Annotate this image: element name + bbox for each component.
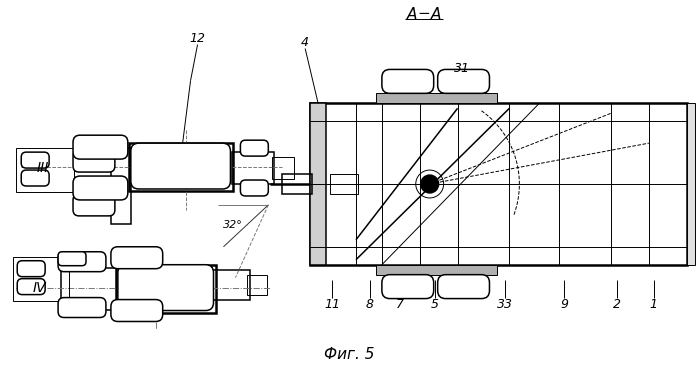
FancyBboxPatch shape [58,252,106,272]
FancyBboxPatch shape [438,70,489,93]
Text: 11: 11 [324,298,340,311]
Text: 7: 7 [396,298,404,311]
Circle shape [421,175,438,193]
FancyBboxPatch shape [382,275,433,299]
FancyBboxPatch shape [73,194,115,216]
Bar [330,174,358,194]
FancyBboxPatch shape [73,176,128,200]
Bar [376,93,498,103]
FancyBboxPatch shape [17,261,45,277]
FancyBboxPatch shape [240,180,268,196]
Bar [232,152,274,184]
Text: 2: 2 [613,298,621,311]
Text: A: A [406,7,417,22]
FancyBboxPatch shape [382,70,433,93]
Bar [61,268,119,310]
FancyBboxPatch shape [111,299,163,321]
Text: −: − [417,6,430,21]
Bar [247,275,267,295]
FancyBboxPatch shape [58,298,106,318]
Text: 1: 1 [650,298,658,311]
Bar [687,103,695,265]
Bar [212,270,251,299]
FancyBboxPatch shape [118,265,214,311]
FancyBboxPatch shape [21,170,49,186]
Text: 31: 31 [454,62,470,75]
Text: 5: 5 [431,298,438,311]
FancyBboxPatch shape [111,247,163,269]
Bar [310,103,687,265]
Text: Фиг. 5: Фиг. 5 [324,347,374,362]
Text: III: III [37,161,50,175]
Text: 4: 4 [301,36,309,49]
Bar [13,257,69,301]
Text: A: A [431,7,441,22]
Bar [272,157,294,179]
Text: 12: 12 [190,32,206,45]
FancyBboxPatch shape [240,140,268,156]
FancyBboxPatch shape [438,275,489,299]
Bar [376,265,498,275]
Bar [310,103,326,265]
FancyBboxPatch shape [17,279,45,295]
FancyBboxPatch shape [73,150,115,172]
Text: 9: 9 [560,298,568,311]
FancyBboxPatch shape [73,135,128,159]
Text: IV: IV [32,280,46,295]
Bar [116,265,216,312]
Bar [282,174,312,194]
Bar [16,148,74,192]
Text: 8: 8 [366,298,374,311]
Text: 33: 33 [498,298,514,311]
FancyBboxPatch shape [21,152,49,168]
FancyBboxPatch shape [58,252,86,266]
Bar [129,143,233,191]
Bar [111,148,131,224]
Text: 32°: 32° [223,220,242,230]
FancyBboxPatch shape [131,143,230,189]
